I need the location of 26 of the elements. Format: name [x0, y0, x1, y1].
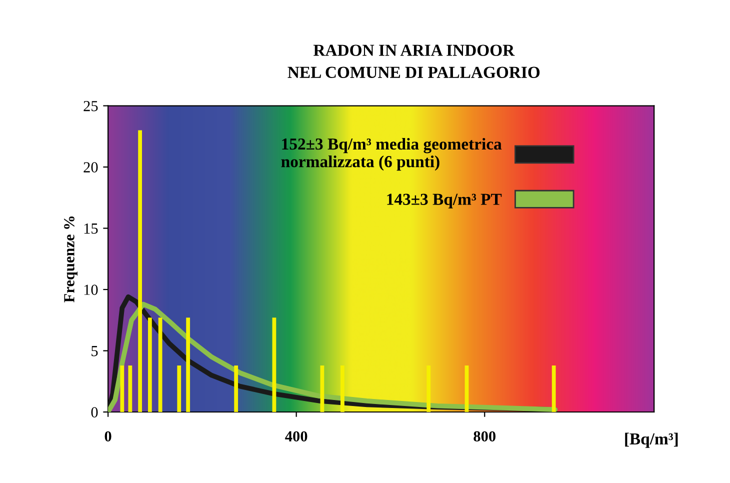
x-tick-label: 400	[285, 431, 308, 442]
bar	[552, 365, 556, 412]
x-tick-label: 800	[474, 431, 496, 442]
bar	[177, 365, 182, 412]
bar	[464, 365, 469, 412]
y-tick-label: 20	[84, 162, 98, 172]
y-tick-label: 5	[92, 346, 98, 356]
y-tick-label: 25	[84, 100, 98, 112]
x-axis-title: [Bq/m³]	[625, 432, 678, 448]
bar	[120, 365, 124, 412]
y-tick-label: 10	[84, 284, 98, 295]
bar	[128, 365, 132, 412]
bar	[234, 365, 238, 412]
bar	[138, 130, 142, 412]
bar	[148, 318, 152, 412]
chart-title: RADON IN ARIA INDOOR NEL COMUNE DI PALLAGORIO	[288, 44, 540, 78]
y-tick-label: 15	[84, 223, 98, 234]
legend-label: 143±3 Bq/m³ PT	[387, 194, 502, 208]
bar	[272, 318, 276, 412]
y-axis-title: Frequenze %	[64, 216, 78, 302]
bar	[158, 318, 162, 412]
x-tick-label: 0	[104, 431, 112, 442]
bar	[426, 365, 431, 412]
bar	[320, 365, 324, 412]
y-tick-label: 0	[91, 407, 98, 418]
bar	[186, 318, 190, 412]
